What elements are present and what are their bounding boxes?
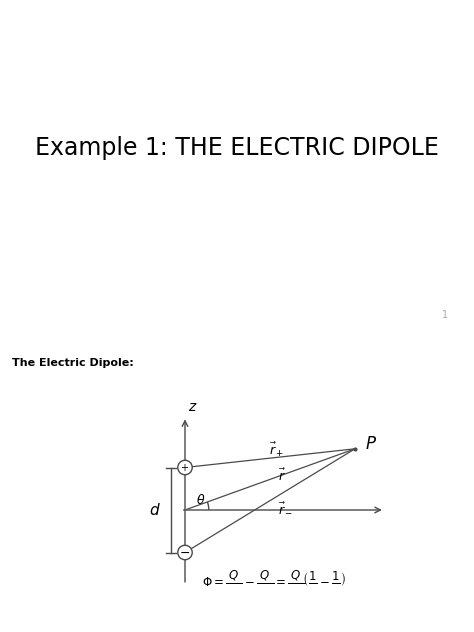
Text: $\theta$: $\theta$ <box>196 493 205 507</box>
Text: $d$: $d$ <box>148 502 160 518</box>
Text: 1: 1 <box>442 310 448 320</box>
Text: $\vec{r}_-$: $\vec{r}_-$ <box>278 502 293 516</box>
Text: $\Phi = \dfrac{Q}{\ \ \ \ } - \dfrac{Q}{\ \ \ \ } = \dfrac{Q}{\ \ \ \ }\!\left(\: $\Phi = \dfrac{Q}{\ \ \ \ } - \dfrac{Q}{… <box>202 569 346 590</box>
Circle shape <box>178 545 192 560</box>
Circle shape <box>178 460 192 475</box>
Text: Example 1: THE ELECTRIC DIPOLE: Example 1: THE ELECTRIC DIPOLE <box>35 136 439 160</box>
Text: $\vec{r}_+$: $\vec{r}_+$ <box>269 441 284 459</box>
Text: $+$: $+$ <box>181 462 190 473</box>
Text: $z$: $z$ <box>188 400 198 414</box>
Text: The Electric Dipole:: The Electric Dipole: <box>12 358 134 368</box>
Text: $-$: $-$ <box>180 546 191 559</box>
Text: $\vec{r}$: $\vec{r}$ <box>278 468 286 484</box>
Text: $P$: $P$ <box>365 436 377 453</box>
